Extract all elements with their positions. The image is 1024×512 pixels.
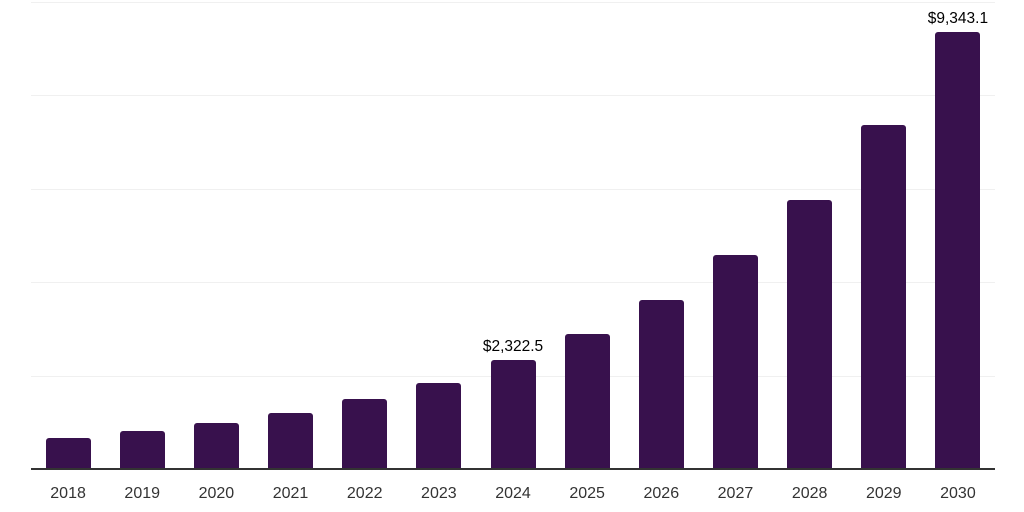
x-axis-label-2019: 2019 <box>124 485 161 502</box>
bar-2029 <box>861 124 907 469</box>
bar-2025 <box>564 333 610 469</box>
bar-2019 <box>119 431 165 469</box>
x-axis-label-2022: 2022 <box>346 485 383 502</box>
x-axis-label-2018: 2018 <box>50 485 86 502</box>
x-axis-label-2027: 2027 <box>717 485 754 502</box>
x-axis-label-2030: 2030 <box>940 485 976 502</box>
gridline <box>31 188 995 190</box>
bar-2020 <box>193 422 239 469</box>
bar-2022 <box>342 399 388 469</box>
bar-2030 <box>935 32 981 469</box>
gridline <box>31 282 995 283</box>
x-axis-label-2021: 2021 <box>272 485 309 502</box>
x-axis-label-2028: 2028 <box>791 485 828 502</box>
x-axis-label-2024: 2024 <box>495 485 531 502</box>
data-label-2024: $2,322.5 <box>482 338 544 356</box>
gridline <box>31 1 995 3</box>
x-axis-label-2029: 2029 <box>865 485 902 502</box>
data-label-2030: $9,343.1 <box>927 10 989 28</box>
bar-2026 <box>638 299 684 469</box>
bar-2028 <box>787 200 833 469</box>
x-axis-label-2025: 2025 <box>569 485 605 502</box>
bar-2024 <box>490 360 536 469</box>
bar-2018 <box>45 438 91 469</box>
x-axis-label-2026: 2026 <box>643 485 680 502</box>
x-axis-label-2023: 2023 <box>421 485 457 502</box>
bar-2027 <box>712 255 758 469</box>
bar-2021 <box>268 412 314 469</box>
x-axis-line <box>31 468 995 470</box>
gridline <box>31 95 995 96</box>
bar-2023 <box>416 382 462 469</box>
x-axis-label-2020: 2020 <box>198 485 235 502</box>
